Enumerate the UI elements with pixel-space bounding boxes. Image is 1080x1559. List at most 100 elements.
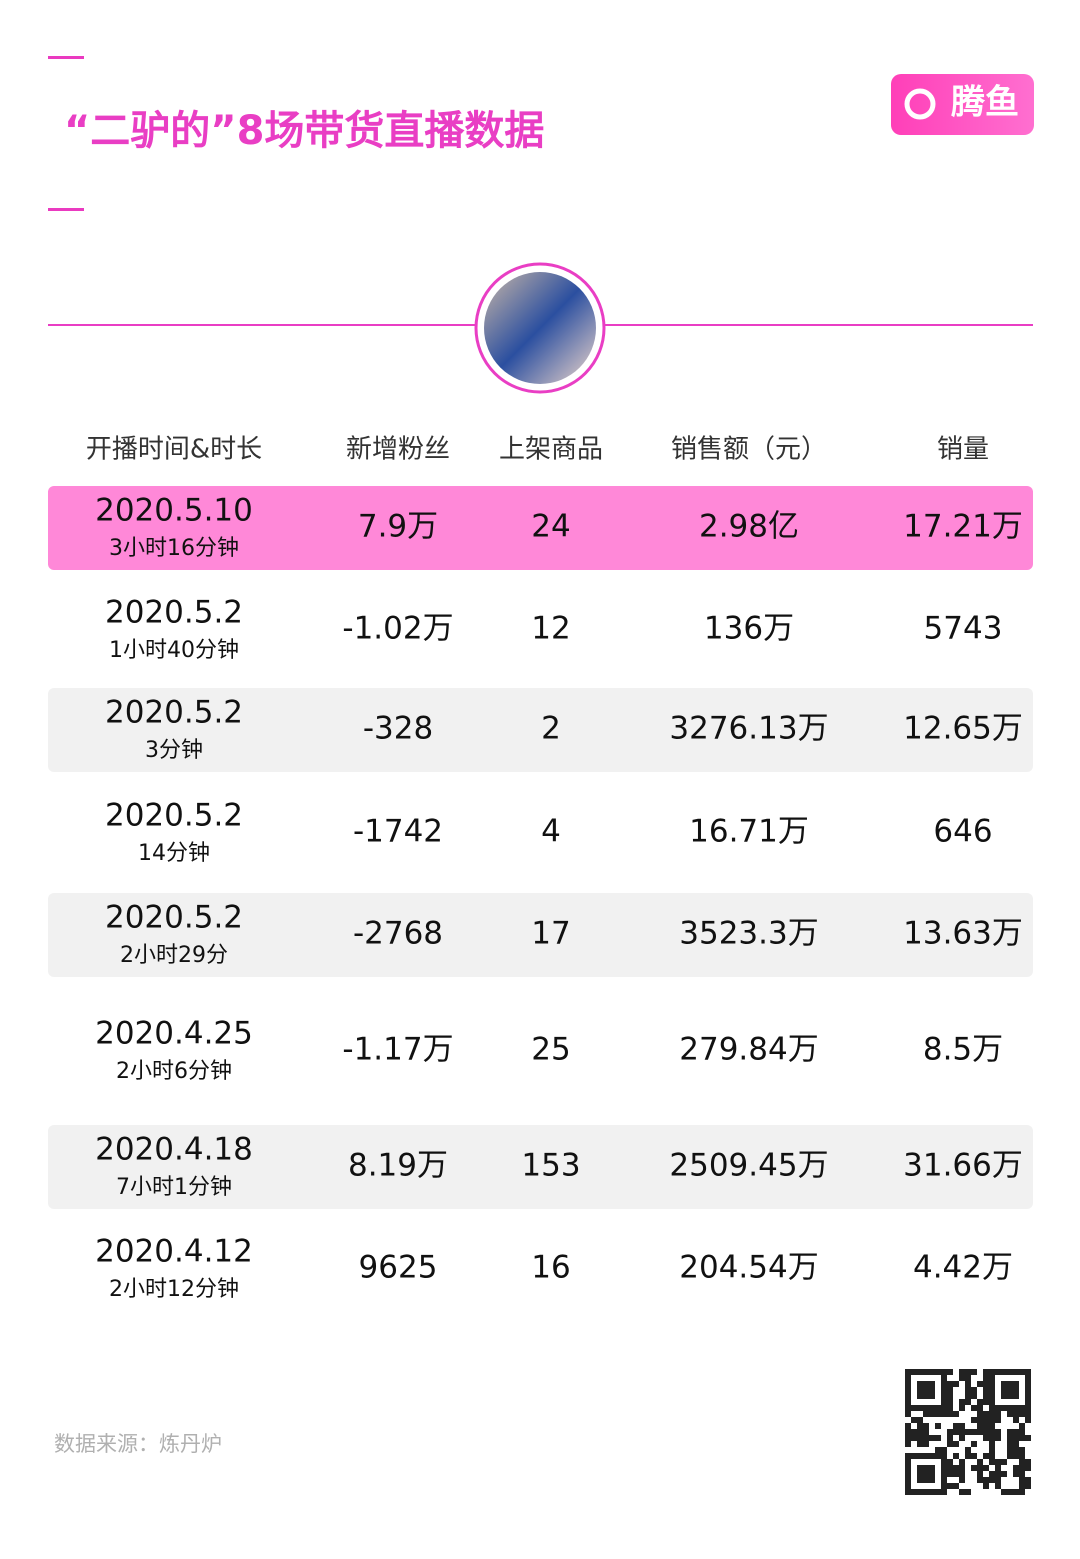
qr-cell [983,1411,989,1417]
qr-cell [977,1417,983,1423]
qr-cell [947,1435,953,1441]
qr-cell [953,1483,959,1489]
qr-cell [1025,1477,1031,1483]
qr-cell [947,1483,953,1489]
row-stripe [48,1125,1033,1209]
cell: 9625 [359,1250,438,1286]
cell: 12 [531,611,570,647]
date: 2020.5.2 [105,595,243,631]
qr-cell [1013,1435,1019,1441]
qr-cell [989,1459,995,1465]
qr-cell [953,1465,959,1471]
qr-cell [953,1411,959,1417]
duration: 14分钟 [138,841,210,866]
duration: 1小时40分钟 [109,638,239,663]
title: “二驴的”8场带货直播数据 [64,108,544,154]
qr-cell [995,1471,1001,1477]
qr-cell [977,1381,983,1387]
qr-cell [989,1471,995,1477]
qr-cell [911,1417,917,1423]
qr-cell [1019,1435,1025,1441]
qr-cell [1013,1489,1019,1495]
date: 2020.4.12 [95,1234,253,1270]
qr-finder [905,1453,947,1495]
qr-cell [959,1477,965,1483]
qr-cell [977,1423,983,1429]
qr-cell [1013,1417,1019,1423]
avatar [484,272,596,384]
cell: 13.63万 [903,916,1023,952]
qr-cell [989,1411,995,1417]
qr-cell [1019,1423,1025,1429]
qr-cell [971,1465,977,1471]
qr-cell [1007,1429,1013,1435]
cell: 2.98亿 [699,509,799,545]
qr-cell [989,1429,995,1435]
qr-cell [941,1447,947,1453]
cell: -328 [363,711,433,747]
qr-cell [1025,1417,1031,1423]
qr-finder-core [1001,1381,1019,1399]
qr-cell [977,1399,983,1405]
column-header: 开播时间&时长 [86,435,262,465]
qr-cell [983,1429,989,1435]
qr-cell [947,1441,953,1447]
qr-cell [1025,1411,1031,1417]
cell: 24 [531,509,570,545]
qr-cell [971,1387,977,1393]
cell: 136万 [704,611,794,647]
cell: -2768 [353,916,443,952]
cell: 4 [541,814,561,850]
qr-cell [959,1399,965,1405]
qr-cell [983,1453,989,1459]
cell: 25 [531,1032,570,1068]
qr-cell [1007,1489,1013,1495]
qr-cell [1025,1459,1031,1465]
qr-cell [947,1405,953,1411]
qr-cell [959,1459,965,1465]
qr-cell [995,1465,1001,1471]
qr-cell [953,1429,959,1435]
qr-cell [1001,1471,1007,1477]
qr-cell [1001,1489,1007,1495]
qr-cell [1013,1441,1019,1447]
qr-cell [983,1381,989,1387]
qr-cell [983,1369,989,1375]
qr-cell [983,1387,989,1393]
qr-cell [983,1423,989,1429]
qr-cell [995,1435,1001,1441]
qr-finder-core [917,1381,935,1399]
qr-finder [905,1369,947,1411]
qr-cell [929,1435,935,1441]
qr-cell [983,1477,989,1483]
qr-cell [965,1489,971,1495]
qr-cell [959,1489,965,1495]
qr-cell [1025,1435,1031,1441]
qr-cell [977,1405,983,1411]
qr-cell [1019,1489,1025,1495]
qr-cell [983,1375,989,1381]
row-highlight [48,486,1033,570]
qr-cell [905,1429,911,1435]
qr-cell [983,1393,989,1399]
qr-cell [1025,1465,1031,1471]
date: 2020.4.18 [95,1132,253,1168]
qr-cell [989,1453,995,1459]
cell: 646 [933,814,992,850]
cell: 3276.13万 [669,711,828,747]
qr-cell [935,1435,941,1441]
qr-cell [1019,1465,1025,1471]
column-header: 销售额（元） [671,435,827,465]
cell: -1.17万 [342,1032,453,1068]
qr-cell [923,1441,929,1447]
qr-cell [971,1441,977,1447]
qr-finder [989,1369,1031,1411]
qr-cell [947,1387,953,1393]
qr-cell [971,1405,977,1411]
cell: -1742 [353,814,443,850]
qr-cell [947,1399,953,1405]
qr-cell [953,1471,959,1477]
qr-cell [953,1381,959,1387]
qr-cell [965,1429,971,1435]
qr-cell [977,1477,983,1483]
